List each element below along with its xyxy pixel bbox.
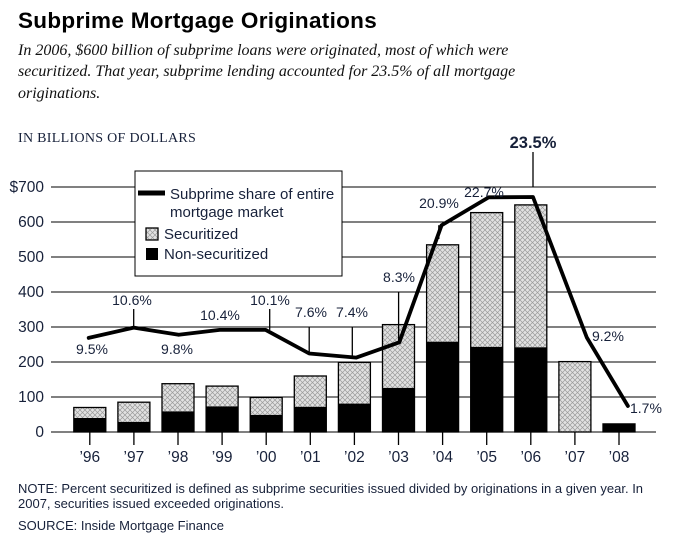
svg-text:600: 600	[18, 214, 44, 231]
svg-text:200: 200	[18, 354, 44, 371]
svg-text:9.8%: 9.8%	[161, 341, 193, 357]
svg-text:’99: ’99	[212, 449, 233, 466]
svg-text:7.4%: 7.4%	[336, 304, 368, 320]
svg-text:’05: ’05	[476, 449, 497, 466]
svg-text:100: 100	[18, 389, 44, 406]
svg-text:1.7%: 1.7%	[630, 400, 662, 416]
svg-text:Subprime share of entire: Subprime share of entire	[170, 186, 334, 203]
svg-text:Securitized: Securitized	[164, 226, 238, 243]
svg-text:0: 0	[35, 424, 44, 441]
svg-text:20.9%: 20.9%	[419, 195, 459, 211]
svg-text:’03: ’03	[388, 449, 409, 466]
svg-text:10.6%: 10.6%	[112, 292, 152, 308]
svg-text:’96: ’96	[79, 449, 100, 466]
svg-text:mortgage market: mortgage market	[170, 204, 284, 221]
svg-text:10.1%: 10.1%	[250, 292, 290, 308]
svg-text:10.4%: 10.4%	[200, 307, 240, 323]
svg-text:$700: $700	[10, 179, 45, 196]
svg-text:23.5%: 23.5%	[510, 134, 557, 152]
svg-text:’01: ’01	[300, 449, 321, 466]
svg-text:9.5%: 9.5%	[76, 341, 108, 357]
svg-text:500: 500	[18, 249, 44, 266]
svg-text:’04: ’04	[432, 449, 453, 466]
svg-text:’00: ’00	[256, 449, 277, 466]
svg-text:’06: ’06	[520, 449, 541, 466]
svg-text:’97: ’97	[124, 449, 145, 466]
svg-text:300: 300	[18, 319, 44, 336]
svg-text:’98: ’98	[168, 449, 189, 466]
svg-text:’08: ’08	[609, 449, 630, 466]
svg-text:9.2%: 9.2%	[592, 328, 624, 344]
svg-text:400: 400	[18, 284, 44, 301]
svg-text:’07: ’07	[565, 449, 586, 466]
svg-text:22.7%: 22.7%	[464, 184, 504, 200]
svg-text:8.3%: 8.3%	[383, 269, 415, 285]
svg-text:’02: ’02	[344, 449, 365, 466]
svg-text:Non-securitized: Non-securitized	[164, 246, 268, 263]
svg-text:7.6%: 7.6%	[295, 304, 327, 320]
